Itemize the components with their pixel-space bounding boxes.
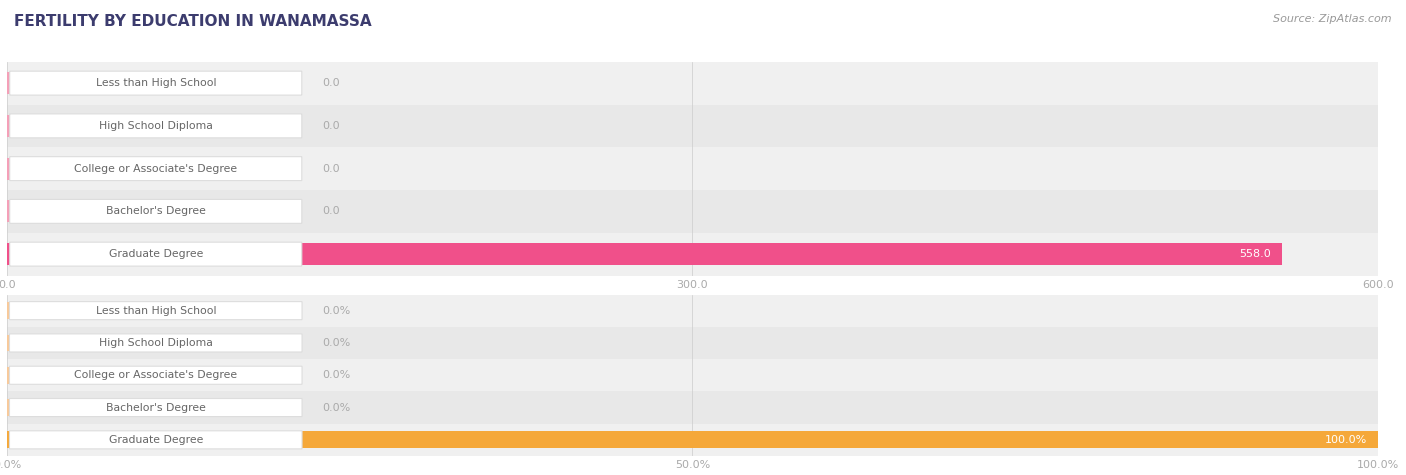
Text: 100.0%: 100.0% (1324, 435, 1367, 445)
Bar (7, 62, 1378, 104)
Bar (7, 115, 14, 137)
Text: Less than High School: Less than High School (96, 78, 217, 88)
Text: College or Associate's Degree: College or Associate's Degree (75, 163, 238, 174)
Bar (7, 431, 1378, 448)
Bar (7, 367, 14, 384)
Text: 558.0: 558.0 (1239, 249, 1271, 259)
Bar (7, 233, 1378, 276)
Text: FERTILITY BY EDUCATION IN WANAMASSA: FERTILITY BY EDUCATION IN WANAMASSA (14, 14, 371, 29)
FancyBboxPatch shape (10, 302, 302, 320)
Bar (7, 424, 1378, 456)
Text: 0.0: 0.0 (322, 121, 340, 131)
Bar (7, 200, 14, 222)
Bar (7, 190, 1378, 233)
FancyBboxPatch shape (10, 71, 302, 95)
Text: 0.0: 0.0 (322, 206, 340, 217)
Text: Graduate Degree: Graduate Degree (108, 435, 202, 445)
Text: High School Diploma: High School Diploma (98, 338, 212, 348)
Bar (7, 294, 1378, 327)
Text: 0.0%: 0.0% (322, 338, 350, 348)
FancyBboxPatch shape (10, 157, 302, 180)
Bar (7, 359, 1378, 391)
Text: 0.0%: 0.0% (322, 370, 350, 380)
Text: 0.0%: 0.0% (322, 305, 350, 316)
Text: 0.0%: 0.0% (322, 402, 350, 413)
FancyBboxPatch shape (10, 431, 302, 449)
Text: Less than High School: Less than High School (96, 305, 217, 316)
FancyBboxPatch shape (10, 366, 302, 384)
FancyBboxPatch shape (10, 200, 302, 223)
Bar (7, 243, 1282, 265)
Text: Source: ZipAtlas.com: Source: ZipAtlas.com (1274, 14, 1392, 24)
Bar (7, 147, 1378, 190)
Bar (7, 327, 1378, 359)
Text: Graduate Degree: Graduate Degree (108, 249, 202, 259)
Bar (7, 302, 14, 319)
Text: Bachelor's Degree: Bachelor's Degree (105, 206, 205, 217)
Text: Bachelor's Degree: Bachelor's Degree (105, 402, 205, 413)
Text: 0.0: 0.0 (322, 163, 340, 174)
Bar (7, 104, 1378, 147)
Bar (7, 72, 14, 94)
Bar (7, 158, 14, 180)
FancyBboxPatch shape (10, 114, 302, 138)
Bar (7, 399, 14, 416)
FancyBboxPatch shape (10, 334, 302, 352)
FancyBboxPatch shape (10, 399, 302, 417)
Text: 0.0: 0.0 (322, 78, 340, 88)
Text: College or Associate's Degree: College or Associate's Degree (75, 370, 238, 380)
Bar (7, 391, 1378, 424)
FancyBboxPatch shape (10, 242, 302, 266)
Text: High School Diploma: High School Diploma (98, 121, 212, 131)
Bar (7, 334, 14, 352)
